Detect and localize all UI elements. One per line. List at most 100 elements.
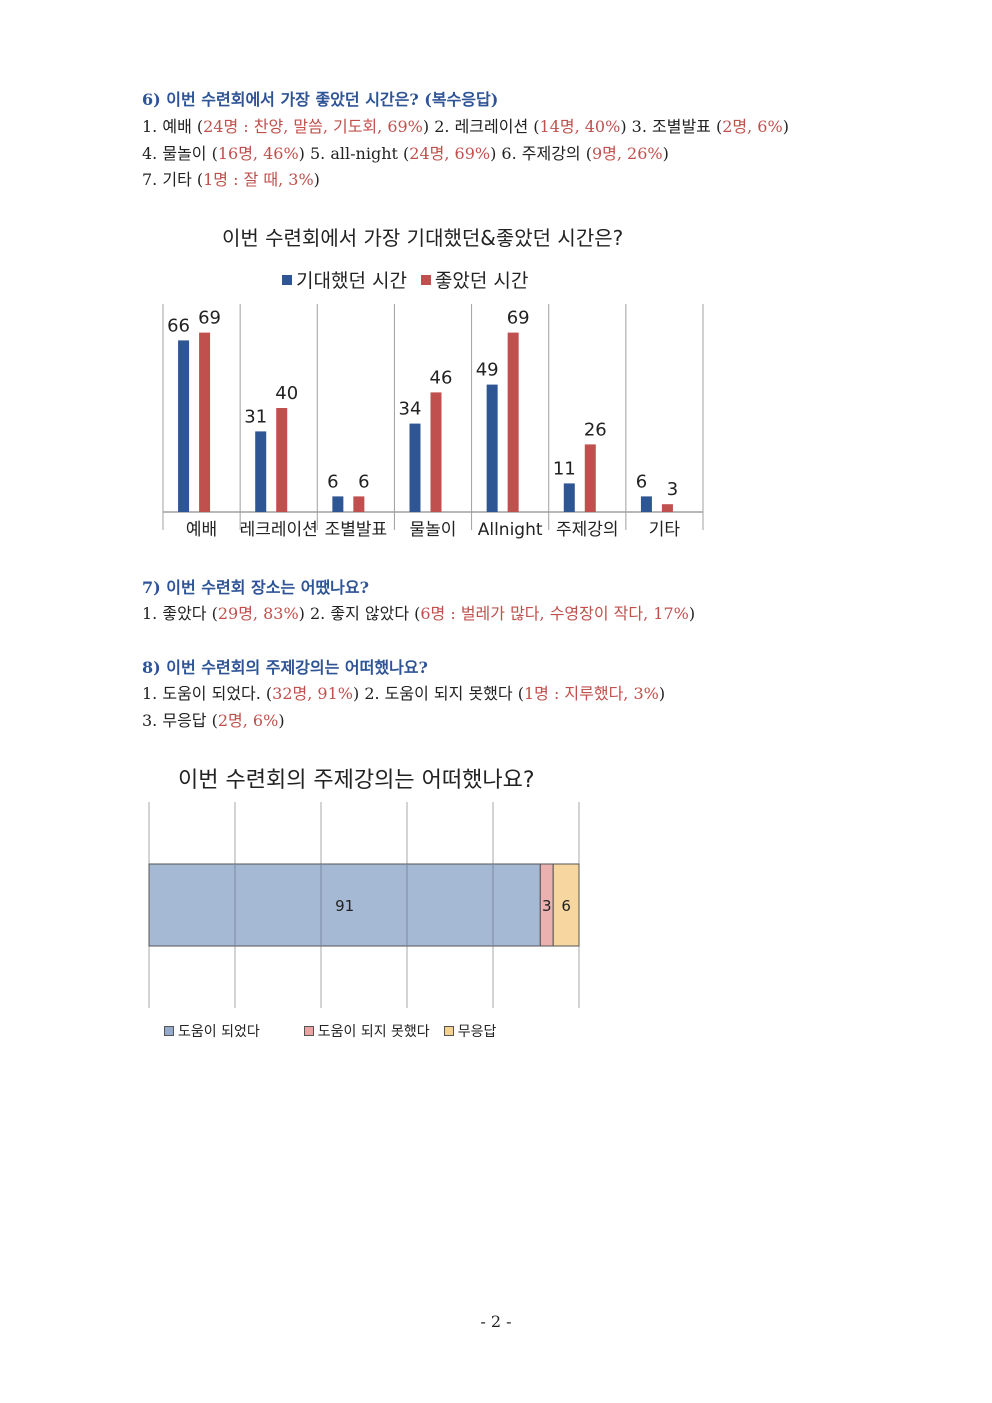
q6-answer-line: 7. 기타 (1명 : 잘 때, 3%) (142, 166, 320, 190)
q8-title: 8) 이번 수련회의 주제강의는 어떠했나요? (142, 658, 428, 677)
answer-text: ) (782, 117, 789, 136)
q7-title: 7) 이번 수련회 장소는 어땠나요? (142, 578, 369, 597)
bar-segment (552, 863, 580, 947)
answer-stat: 2명, 6% (722, 117, 783, 136)
legend-swatch (420, 274, 431, 285)
bar (255, 431, 267, 512)
data-label: 31 (244, 406, 267, 427)
q8-answer-line: 1. 도움이 되었다. (32명, 91%) 2. 도움이 되지 못했다 (1명… (142, 680, 665, 704)
bar (276, 408, 288, 512)
bar (353, 496, 365, 512)
data-label: 91 (335, 897, 354, 915)
answer-text: ) 6. 주제강의 ( (490, 144, 592, 163)
legend-label: 좋았던 시간 (434, 270, 529, 292)
answer-text: ) (688, 604, 696, 623)
legend-label: 도움이 되었다 (178, 1024, 260, 1040)
answer-stat: 16명, 46% (217, 144, 299, 163)
bar (640, 496, 652, 512)
chart2-stacked-bar-chart: 91 3 6 (148, 802, 580, 1008)
answer-stat: 1명 : 지루했다, 3% (523, 684, 659, 703)
q6-answer-line: 1. 예배 (24명 : 찬양, 말씀, 기도회, 69%) 2. 레크레이션 … (142, 113, 789, 137)
legend-swatch (443, 1026, 454, 1036)
bar (661, 504, 673, 512)
data-label: 6 (561, 897, 571, 915)
category-label: 조별발표 (325, 520, 388, 540)
data-label: 3 (542, 897, 552, 915)
bar (584, 444, 596, 512)
answer-text: 1. 예배 ( (142, 117, 204, 136)
legend-label: 도움이 되지 못했다 (317, 1024, 430, 1040)
answer-text: ) 2. 좋지 않았다 ( (298, 604, 421, 623)
bar (563, 483, 575, 512)
legend-swatch (164, 1026, 174, 1036)
data-label: 3 (667, 479, 678, 500)
legend-item: 무응답 (443, 1021, 497, 1041)
category-label: 레크레이션 (240, 520, 318, 540)
answer-text: 3. 무응답 ( (142, 711, 218, 730)
answer-text: ) (658, 684, 666, 703)
bar (507, 332, 519, 512)
q6-title: 6) 이번 수련회에서 가장 좋았던 시간은? (복수응답) (142, 90, 499, 109)
chart1-legend: 기대했던 시간 좋았던 시간 (282, 266, 542, 293)
legend-item: 도움이 되지 못했다 (303, 1021, 430, 1041)
answer-stat: 2명, 6% (217, 711, 279, 730)
chart2-legend: 도움이 되었다 도움이 되지 못했다 무응답 (164, 1021, 510, 1041)
answer-text: ) (313, 170, 320, 189)
data-label: 11 (553, 458, 576, 479)
legend-swatch (303, 1026, 314, 1036)
q6-answer-line: 4. 물놀이 (16명, 46%) 5. all-night (24명, 69%… (142, 140, 669, 164)
answer-stat: 9명, 26% (591, 144, 663, 163)
legend-item: 기대했던 시간 (282, 266, 407, 293)
legend-item: 도움이 되었다 (164, 1021, 260, 1041)
chart1-title: 이번 수련회에서 가장 기대했던&좋았던 시간은? (222, 226, 624, 250)
legend-item: 좋았던 시간 (420, 266, 529, 293)
answer-text: 1. 좋았다 ( (142, 604, 218, 623)
bar (178, 340, 190, 512)
legend-swatch (282, 274, 292, 285)
chart2-title: 이번 수련회의 주제강의는 어떠했나요? (178, 768, 535, 793)
data-label: 49 (476, 360, 499, 381)
answer-stat: 29명, 83% (217, 604, 299, 623)
answer-text: ) 2. 도움이 되지 못했다 ( (353, 684, 524, 703)
bar (486, 384, 498, 512)
q7-answer-line: 1. 좋았다 (29명, 83%) 2. 좋지 않았다 (6명 : 벌레가 많다… (142, 600, 695, 624)
data-label: 69 (198, 308, 221, 329)
category-label: 물놀이 (410, 520, 457, 540)
bar (332, 496, 344, 512)
answer-stat: 6명 : 벌레가 많다, 수영장이 작다, 17% (420, 604, 689, 623)
data-label: 6 (327, 471, 338, 492)
data-label: 26 (584, 419, 607, 440)
data-label: 6 (636, 471, 647, 492)
data-label: 6 (358, 471, 369, 492)
answer-text: ) 3. 조별발표 ( (620, 117, 723, 136)
data-label: 69 (507, 308, 530, 329)
legend-label: 기대했던 시간 (296, 270, 407, 292)
answer-text: ) 5. all-night ( (298, 144, 410, 163)
answer-stat: 1명 : 잘 때, 3% (203, 170, 314, 189)
answer-text: 7. 기타 ( (142, 170, 204, 189)
category-label: Allnight (478, 520, 543, 540)
answer-stat: 32명, 91% (272, 684, 353, 703)
bar (409, 423, 421, 512)
data-label: 66 (167, 315, 190, 336)
category-label: 기타 (649, 520, 681, 540)
answer-stat: 24명 : 찬양, 말씀, 기도회, 69% (203, 117, 423, 136)
answer-text: ) (278, 711, 285, 730)
bar-segment (148, 863, 541, 947)
answer-text: 4. 물놀이 ( (142, 144, 218, 163)
data-label: 46 (430, 367, 453, 388)
bar (430, 392, 442, 512)
data-label: 34 (399, 399, 422, 420)
answer-text: ) 2. 레크레이션 ( (422, 117, 540, 136)
category-label: 예배 (186, 520, 217, 540)
legend-label: 무응답 (457, 1024, 497, 1040)
data-label: 40 (275, 383, 298, 404)
page-number: - 2 - (480, 1312, 512, 1331)
category-label: 주제강의 (556, 520, 619, 540)
bar (199, 332, 211, 512)
answer-text: 1. 도움이 되었다. ( (142, 684, 273, 703)
answer-stat: 24명, 69% (409, 144, 491, 163)
answer-text: ) (662, 144, 669, 163)
answer-stat: 14명, 40% (539, 117, 621, 136)
